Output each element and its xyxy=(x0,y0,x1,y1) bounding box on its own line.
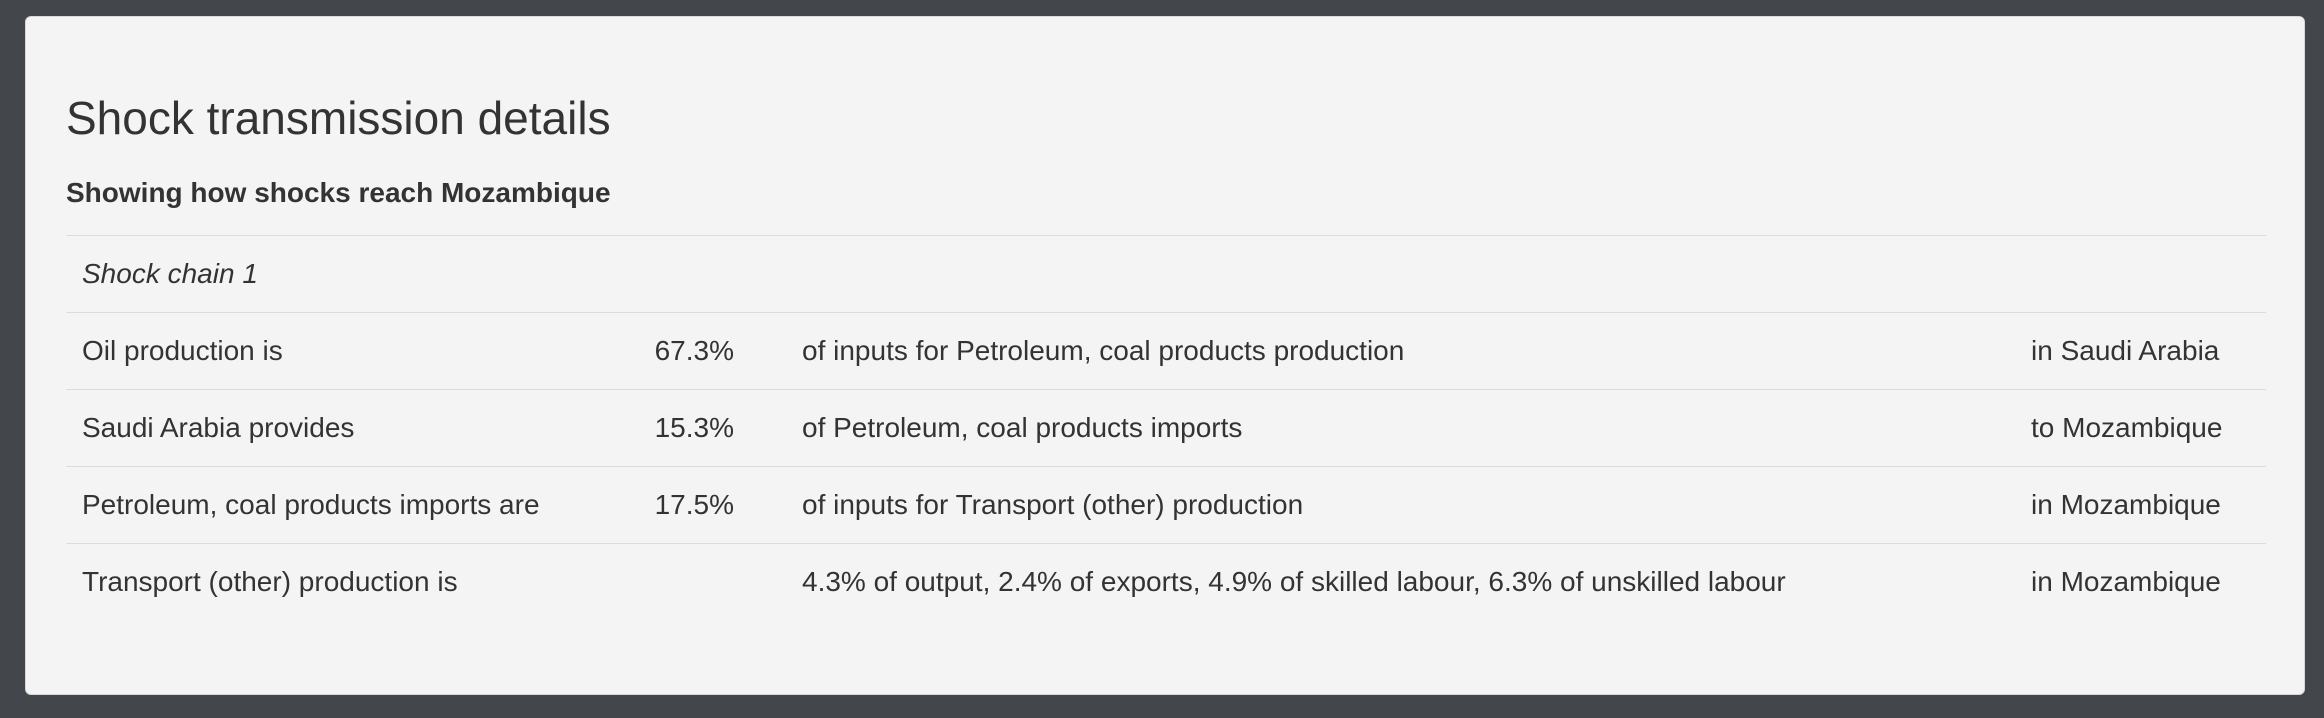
row-subject: Saudi Arabia provides xyxy=(66,389,638,467)
shock-transmission-panel: Shock transmission details Showing how s… xyxy=(25,16,2305,695)
row-share xyxy=(638,543,750,620)
shock-chain-header-row: Shock chain 1 xyxy=(66,235,2267,313)
row-subject: Petroleum, coal products imports are xyxy=(66,466,638,544)
row-description: 4.3% of output, 2.4% of exports, 4.9% of… xyxy=(750,543,2015,620)
row-location: in Saudi Arabia xyxy=(2015,312,2267,390)
shock-chain-table: Shock chain 1 Oil production is 67.3% of… xyxy=(66,235,2267,620)
panel-subtitle: Showing how shocks reach Mozambique xyxy=(66,177,611,208)
table-row: Petroleum, coal products imports are 17.… xyxy=(66,466,2267,544)
row-description: of Petroleum, coal products imports xyxy=(750,389,2015,467)
table-row: Saudi Arabia provides 15.3% of Petroleum… xyxy=(66,389,2267,467)
panel-title: Shock transmission details xyxy=(66,92,611,144)
table-row: Transport (other) production is 4.3% of … xyxy=(66,543,2267,620)
table-row: Oil production is 67.3% of inputs for Pe… xyxy=(66,312,2267,390)
row-subject: Transport (other) production is xyxy=(66,543,638,620)
row-subject: Oil production is xyxy=(66,312,638,390)
row-description: of inputs for Transport (other) producti… xyxy=(750,466,2015,544)
row-description: of inputs for Petroleum, coal products p… xyxy=(750,312,2015,390)
shock-chain-label: Shock chain 1 xyxy=(66,235,2267,313)
row-share: 17.5% xyxy=(638,466,750,544)
row-location: in Mozambique xyxy=(2015,466,2267,544)
row-share: 67.3% xyxy=(638,312,750,390)
row-share: 15.3% xyxy=(638,389,750,467)
row-location: to Mozambique xyxy=(2015,389,2267,467)
row-location: in Mozambique xyxy=(2015,543,2267,620)
